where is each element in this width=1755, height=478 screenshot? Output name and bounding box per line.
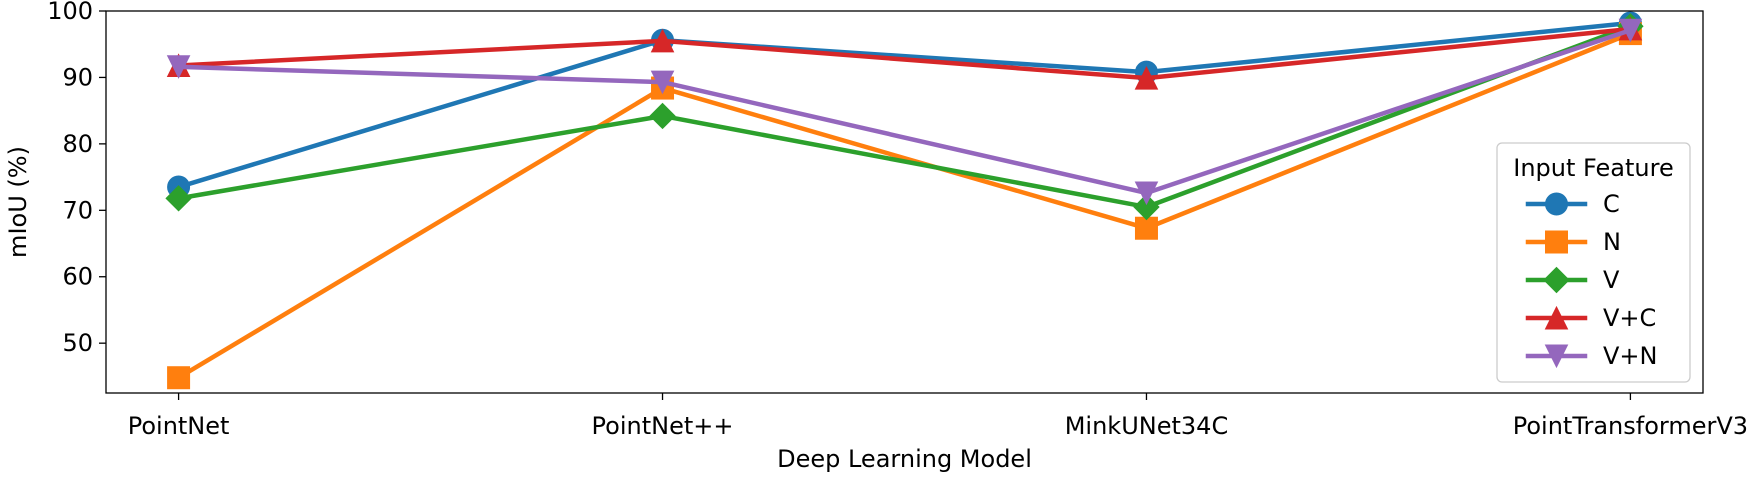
marker-v-plus-n-minkunet34c	[1134, 181, 1159, 206]
marker-v-plus-n-pointnet-plus-plus	[650, 70, 675, 95]
legend-label-v: V	[1603, 266, 1620, 294]
marker-n-minkunet34c	[1134, 216, 1158, 240]
series-v-plus-n	[166, 18, 1643, 206]
legend-marker-v-plus-c	[1544, 305, 1569, 330]
series-line-c	[175, 20, 1633, 190]
marker-v-plus-n-pointtransformerv3	[1618, 18, 1643, 43]
legend-title: Input Feature	[1513, 154, 1673, 182]
y-tick-label-100: 100	[47, 0, 93, 25]
x-tick-label-pointnet: PointNet	[128, 412, 230, 440]
legend-label-v-plus-c: V+C	[1603, 304, 1656, 332]
x-tick-label-pointnet-plus-plus: PointNet++	[592, 412, 734, 440]
y-tick-label-60: 60	[62, 263, 93, 291]
marker-v-plus-n-pointnet	[166, 55, 191, 79]
series-line-n	[175, 30, 1634, 381]
marker-v-pointnet	[165, 185, 192, 212]
legend-entry-v-plus-n: V+N	[1525, 342, 1657, 370]
legend-label-v-plus-n: V+N	[1603, 342, 1657, 370]
legend: Input Feature CNV V+C V+N	[1496, 142, 1691, 383]
legend-marker-v-plus-n	[1544, 344, 1569, 369]
legend-label-n: N	[1603, 228, 1621, 256]
marker-v-pointnet-plus-plus	[649, 102, 676, 130]
y-axis-ticks: 50 60 70 80 90 100	[47, 0, 106, 357]
legend-label-c: C	[1603, 190, 1620, 218]
x-tick-label-pointtransformerv3: PointTransformerV3	[1513, 412, 1748, 440]
marker-v-plus-c-minkunet34c	[1134, 65, 1159, 90]
x-axis-ticks: PointNet PointNet++ MinkUNet34C PointTransf…	[128, 393, 1748, 440]
series-line-v-plus-n	[176, 27, 1634, 196]
legend-marker-v	[1543, 266, 1570, 294]
series-v-plus-c	[166, 16, 1643, 90]
marker-v-minkunet34c	[1133, 193, 1160, 221]
legend-entry-c: C	[1525, 190, 1620, 218]
marker-v-plus-c-pointnet-plus-plus	[650, 28, 675, 53]
legend-entry-v-plus-c: V+C	[1525, 304, 1656, 332]
y-tick-label-50: 50	[62, 329, 93, 357]
legend-entry-n: N	[1525, 228, 1621, 256]
x-axis-label: Deep Learning Model	[777, 445, 1032, 473]
x-tick-label-minkunet34c: MinkUNet34C	[1065, 412, 1228, 440]
series-line-v	[175, 23, 1634, 210]
plot-series	[165, 11, 1644, 390]
y-tick-label-80: 80	[62, 130, 93, 158]
legend-entry-v: V	[1525, 266, 1620, 294]
series-n	[167, 22, 1642, 390]
plot-frame	[105, 10, 1704, 394]
legend-entries: CNV V+C V+N	[1525, 190, 1657, 370]
y-tick-label-90: 90	[62, 63, 93, 91]
legend-marker-c	[1545, 192, 1568, 216]
marker-n-pointnet	[167, 366, 191, 390]
legend-marker-n	[1545, 230, 1568, 254]
y-axis-label: mIoU (%)	[4, 146, 32, 258]
series-line-v-plus-c	[176, 26, 1633, 81]
y-tick-label-70: 70	[62, 196, 93, 224]
